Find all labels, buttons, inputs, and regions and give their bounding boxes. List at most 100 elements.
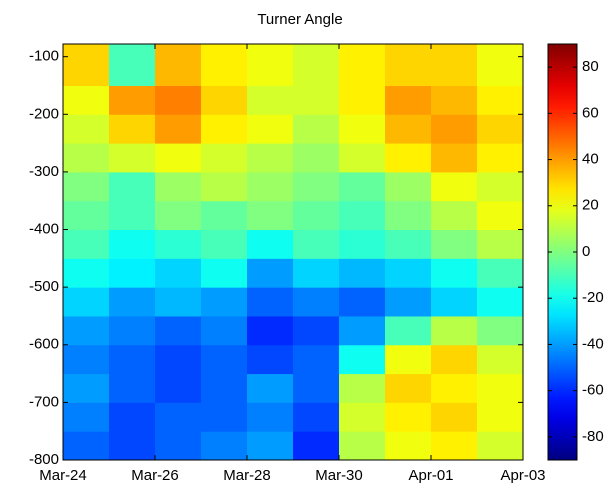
- heatmap-cell: [63, 402, 110, 432]
- heatmap-cell: [477, 258, 524, 288]
- heatmap-cell: [201, 114, 248, 144]
- heatmap-cell: [293, 114, 340, 144]
- heatmap-cell: [201, 44, 248, 86]
- heatmap-cell: [109, 114, 156, 144]
- heatmap-cell: [63, 229, 110, 259]
- heatmap-cell: [339, 431, 386, 461]
- heatmap-cell: [155, 143, 202, 173]
- heatmap-cell: [477, 431, 524, 461]
- heatmap-cell: [431, 85, 478, 115]
- heatmap-cell: [339, 143, 386, 173]
- heatmap-cell: [339, 171, 386, 202]
- heatmap-cell: [385, 315, 432, 346]
- heatmap-cell: [431, 200, 478, 231]
- heatmap-cell: [155, 258, 202, 288]
- heatmap-cell: [431, 373, 478, 403]
- heatmap-cell: [201, 402, 248, 432]
- colorbar-tick-label: 0: [582, 243, 590, 260]
- y-tick-label: -800: [29, 451, 59, 468]
- y-tick-label: -700: [29, 393, 59, 410]
- heatmap-cell: [385, 431, 432, 461]
- heatmap-cell: [63, 171, 110, 202]
- colorbar-tick-label: 80: [582, 58, 599, 75]
- heatmap-cell: [109, 431, 156, 461]
- heatmap-cell: [431, 431, 478, 461]
- heatmap-cell: [385, 114, 432, 144]
- heatmap-cell: [247, 373, 294, 403]
- heatmap-cell: [201, 344, 248, 375]
- heatmap-cell: [477, 287, 524, 317]
- heatmap-cell: [109, 402, 156, 432]
- heatmap-cell: [247, 44, 294, 86]
- heatmap-cell: [385, 171, 432, 202]
- heatmap-cell: [431, 143, 478, 173]
- colorbar-tick-label: -80: [582, 428, 604, 445]
- heatmap-cell: [293, 171, 340, 202]
- plot-frame: [62, 43, 524, 461]
- heatmap-cell: [477, 402, 524, 432]
- heatmap-cell: [63, 287, 110, 317]
- heatmap-cell: [63, 114, 110, 144]
- heatmap-cell: [477, 171, 524, 202]
- heatmap-cell: [155, 114, 202, 144]
- heatmap-cell: [201, 143, 248, 173]
- x-tick-label: Mar-24: [39, 467, 87, 484]
- heatmap-cell: [477, 315, 524, 346]
- heatmap-cell: [293, 229, 340, 259]
- heatmap-cell: [431, 229, 478, 259]
- heatmap-cell: [109, 171, 156, 202]
- heatmap-cell: [247, 344, 294, 375]
- heatmap-cell: [431, 171, 478, 202]
- heatmap-cell: [247, 229, 294, 259]
- heatmap-cell: [201, 171, 248, 202]
- chart-title: Turner Angle: [257, 11, 342, 28]
- heatmap-cell: [63, 373, 110, 403]
- y-tick-label: -500: [29, 278, 59, 295]
- heatmap-cell: [63, 258, 110, 288]
- heatmap-cell: [477, 344, 524, 375]
- colorbar-tick-label: 20: [582, 197, 599, 214]
- heatmap-cell: [109, 344, 156, 375]
- heatmap-cell: [201, 200, 248, 231]
- heatmap-cell: [293, 287, 340, 317]
- heatmap-cell: [63, 200, 110, 231]
- heatmap-cell: [339, 344, 386, 375]
- heatmap-cell: [201, 373, 248, 403]
- heatmap-cell: [247, 315, 294, 346]
- heatmap-cell: [385, 373, 432, 403]
- heatmap-cell: [477, 373, 524, 403]
- heatmap-cell: [385, 143, 432, 173]
- heatmap-cell: [109, 287, 156, 317]
- heatmap-cell: [109, 143, 156, 173]
- colorbar: [547, 43, 578, 461]
- heatmap-cell: [293, 258, 340, 288]
- heatmap-cell: [201, 85, 248, 115]
- heatmap: [63, 44, 524, 461]
- heatmap-cell: [109, 44, 156, 86]
- heatmap-cell: [201, 229, 248, 259]
- heatmap-cell: [293, 44, 340, 86]
- heatmap-cell: [109, 258, 156, 288]
- heatmap-cell: [477, 114, 524, 144]
- x-tick-label: Mar-30: [315, 467, 363, 484]
- heatmap-cell: [201, 258, 248, 288]
- heatmap-cell: [155, 229, 202, 259]
- heatmap-cell: [431, 287, 478, 317]
- heatmap-cell: [247, 402, 294, 432]
- heatmap-cell: [293, 402, 340, 432]
- heatmap-cell: [431, 258, 478, 288]
- heatmap-cell: [247, 114, 294, 144]
- heatmap-cell: [293, 344, 340, 375]
- heatmap-cell: [63, 431, 110, 461]
- heatmap-cell: [339, 258, 386, 288]
- heatmap-cell: [63, 44, 110, 86]
- heatmap-cell: [477, 143, 524, 173]
- heatmap-cell: [477, 44, 524, 86]
- heatmap-cell: [339, 229, 386, 259]
- heatmap-cell: [339, 315, 386, 346]
- heatmap-cell: [109, 85, 156, 115]
- heatmap-cell: [155, 171, 202, 202]
- heatmap-cell: [155, 431, 202, 461]
- heatmap-cell: [477, 200, 524, 231]
